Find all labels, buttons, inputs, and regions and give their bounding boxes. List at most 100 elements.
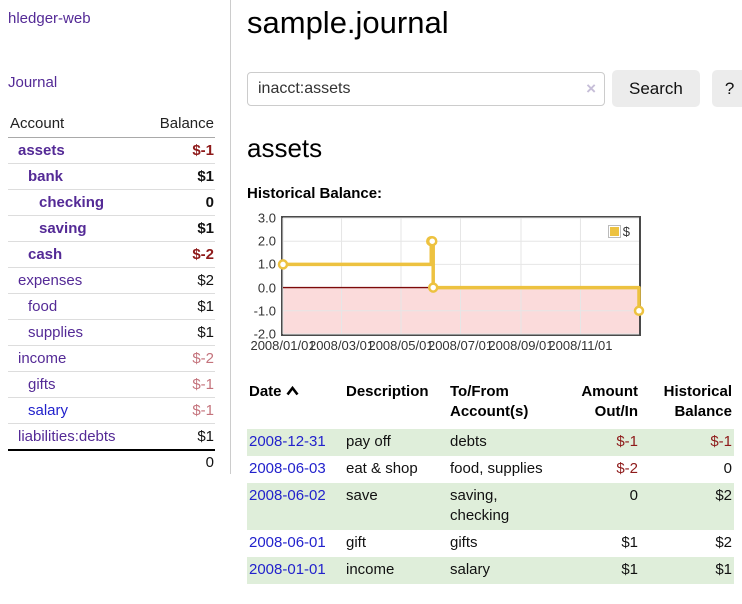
account-link-bank[interactable]: bank [28, 168, 64, 185]
account-row: expenses $2 [8, 267, 215, 294]
x-tick-label: 2008/09/01 [488, 338, 554, 354]
accounts-col-account: Account [8, 113, 144, 138]
register-col-balance: Historical Balance [663, 383, 732, 421]
transaction-date-link[interactable]: 2008-06-01 [249, 534, 326, 552]
accounts-total-value: 0 [143, 449, 215, 474]
sidebar-item-journal[interactable]: Journal [8, 74, 58, 91]
transaction-description: save [344, 483, 448, 531]
y-tick-label: 1.0 [257, 256, 276, 272]
chart-legend: $ [605, 223, 632, 241]
transaction-balance: $-1 [640, 429, 734, 457]
account-link-salary[interactable]: salary [28, 402, 69, 419]
help-button[interactable]: ? [711, 70, 742, 108]
main-content: sample.journal × Search ? assets Histori… [231, 0, 742, 604]
accounts-table: Account Balance assets $-1 bank $1 check… [8, 113, 215, 474]
account-row: food $1 [8, 293, 215, 320]
account-row: bank $1 [8, 163, 215, 190]
account-link-supplies[interactable]: supplies [28, 324, 84, 341]
transaction-description: eat & shop [346, 460, 418, 478]
transaction-accounts: saving, checking [448, 483, 558, 531]
y-tick-label: 3.0 [257, 210, 276, 226]
clear-search-icon[interactable]: × [586, 78, 596, 98]
register-col-description: Description [346, 383, 429, 401]
account-link-food[interactable]: food [28, 298, 58, 315]
account-link-income[interactable]: income [18, 350, 67, 367]
account-row: income $-2 [8, 345, 215, 372]
transaction-row: 2008-06-02 save saving, checking 0 $2 [247, 483, 734, 531]
chart-y-axis: 3.0 2.0 1.0 0.0 -1.0 -2.0 [247, 212, 276, 341]
transaction-accounts: debts [448, 429, 558, 457]
account-link-saving[interactable]: saving [39, 220, 87, 237]
transaction-accounts: food, supplies [450, 460, 543, 478]
search-form: × Search ? [247, 70, 742, 108]
accounts-total-row: 0 [8, 449, 215, 474]
app-brand-link[interactable]: hledger-web [8, 10, 91, 27]
account-row: gifts $-1 [8, 371, 215, 398]
x-tick-label: 2008/07/01 [427, 338, 494, 354]
transaction-row: 2008-06-01 gift gifts $1 $2 [247, 530, 734, 557]
account-balance: $2 [143, 267, 215, 294]
legend-label: $ [622, 224, 630, 240]
account-balance: $1 [143, 319, 215, 346]
balance-chart: 3.0 2.0 1.0 0.0 -1.0 -2.0 $ 2008/01/01 2008/03… [247, 212, 647, 356]
account-balance: $-1 [143, 137, 215, 164]
account-balance: $-2 [143, 241, 215, 268]
y-tick-label: 0.0 [257, 280, 276, 296]
register-table: Date Description To/From Account(s) Amou… [247, 380, 734, 585]
register-col-amount: Amount Out/In [581, 383, 638, 421]
transaction-date-link[interactable]: 2008-06-02 [249, 487, 326, 505]
x-tick-label: 2008/05/01 [368, 338, 434, 354]
transaction-balance: $1 [640, 557, 734, 585]
account-row: checking 0 [8, 189, 215, 216]
account-row: assets $-1 [8, 137, 215, 164]
y-tick-label: -2.0 [253, 326, 276, 342]
transaction-accounts: salary [448, 557, 558, 585]
search-box: × [247, 71, 605, 106]
chart-title: Historical Balance: [247, 185, 383, 203]
transaction-amount: $-1 [558, 429, 640, 457]
transaction-row: 2008-06-03 eat & shop food, supplies $-2… [247, 456, 734, 483]
transaction-amount: $1 [621, 534, 638, 552]
account-row: salary $-1 [8, 397, 215, 424]
transaction-date-link[interactable]: 2008-12-31 [249, 433, 326, 451]
account-row: liabilities:debts $1 [8, 424, 215, 451]
register-col-accounts: To/From Account(s) [450, 383, 529, 421]
transaction-amount: $1 [558, 557, 640, 585]
account-balance: $-1 [143, 397, 215, 424]
transaction-date-link[interactable]: 2008-06-03 [249, 460, 326, 478]
page-title: sample.journal [247, 5, 449, 40]
account-link-expenses[interactable]: expenses [18, 272, 83, 289]
transaction-row: 2008-01-01 income salary $1 $1 [247, 557, 734, 585]
sidebar: hledger-web Journal Account Balance asse… [0, 0, 231, 474]
account-row: supplies $1 [8, 319, 215, 346]
account-balance: $1 [197, 428, 214, 445]
search-button[interactable]: Search [612, 70, 700, 108]
account-link-checking[interactable]: checking [39, 194, 105, 211]
transaction-balance: $2 [640, 483, 734, 531]
transaction-description: income [344, 557, 448, 585]
transaction-balance: $2 [715, 534, 732, 552]
account-balance: $1 [143, 293, 215, 320]
account-balance: $-1 [143, 371, 215, 398]
account-link-cash[interactable]: cash [28, 246, 63, 263]
transaction-amount: $-2 [616, 460, 638, 478]
account-link-gifts[interactable]: gifts [28, 376, 56, 393]
transaction-row: 2008-12-31 pay off debts $-1 $-1 [247, 429, 734, 457]
transaction-description: pay off [344, 429, 448, 457]
search-input[interactable] [247, 71, 605, 106]
account-balance: $1 [143, 215, 215, 242]
transaction-amount: 0 [558, 483, 640, 531]
y-tick-label: -1.0 [253, 303, 276, 319]
transaction-date-link[interactable]: 2008-01-01 [249, 561, 326, 579]
transaction-accounts: gifts [450, 534, 478, 552]
transaction-balance: 0 [723, 460, 732, 478]
account-link-assets[interactable]: assets [18, 142, 65, 159]
account-link-liabilities-debts[interactable]: liabilities:debts [18, 428, 116, 445]
chart-series-svg [277, 217, 645, 335]
sort-ascending-icon [285, 386, 299, 396]
account-balance: $1 [143, 163, 215, 190]
account-row: cash $-2 [8, 241, 215, 268]
register-col-date-label: Date [249, 383, 282, 401]
register-col-date[interactable]: Date [247, 380, 344, 429]
account-row: saving $1 [8, 215, 215, 242]
